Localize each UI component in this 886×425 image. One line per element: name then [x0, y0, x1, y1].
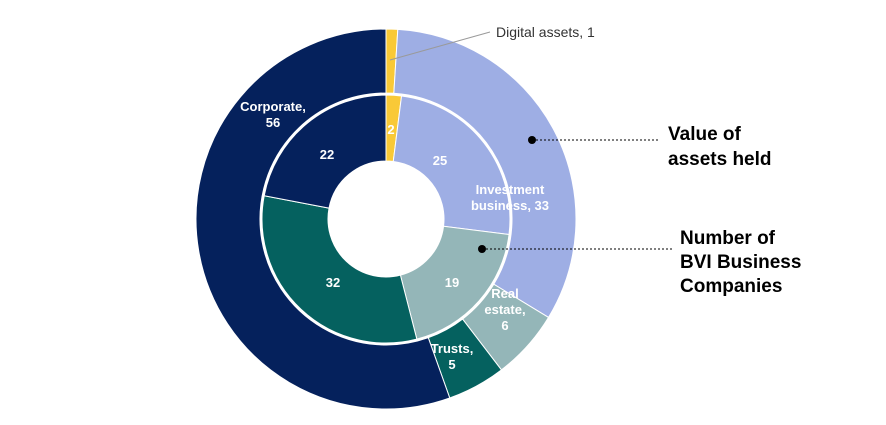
inner-slice-label-real-estate: 19 [445, 275, 459, 290]
outer-slice-label-real-estate: Real estate, 6 [484, 286, 525, 333]
inner-slice-real-estate [399, 225, 510, 340]
inner-slice-investment-business [392, 95, 511, 236]
outer-slice-corporate [195, 28, 451, 410]
inner-slice-label-corporate: 22 [320, 147, 334, 162]
outer-slice-label-corporate: Corporate, 56 [240, 99, 306, 130]
inner-slice-trusts [261, 195, 418, 344]
outer-slice-label-investment-business: Investment business, 33 [471, 182, 549, 213]
outer-ring-callout-marker [528, 136, 536, 144]
inner-slice-corporate [263, 94, 387, 209]
digital-assets-leader-line [389, 31, 491, 61]
inner-ring-callout: Number of BVI Business Companies [680, 228, 801, 297]
outer-ring-callout: Value of assets held [668, 124, 772, 170]
inner-ring-callout-marker [478, 245, 486, 253]
inner-slice-label-digital-assets: 2 [387, 122, 394, 137]
inner-slice-label-trusts: 32 [326, 275, 340, 290]
digital-assets-label: Digital assets, 1 [496, 24, 595, 40]
outer-slice-label-trusts: Trusts, 5 [431, 341, 474, 372]
outer-slice-investment-business [393, 28, 577, 319]
inner-slice-label-investment-business: 25 [433, 153, 447, 168]
